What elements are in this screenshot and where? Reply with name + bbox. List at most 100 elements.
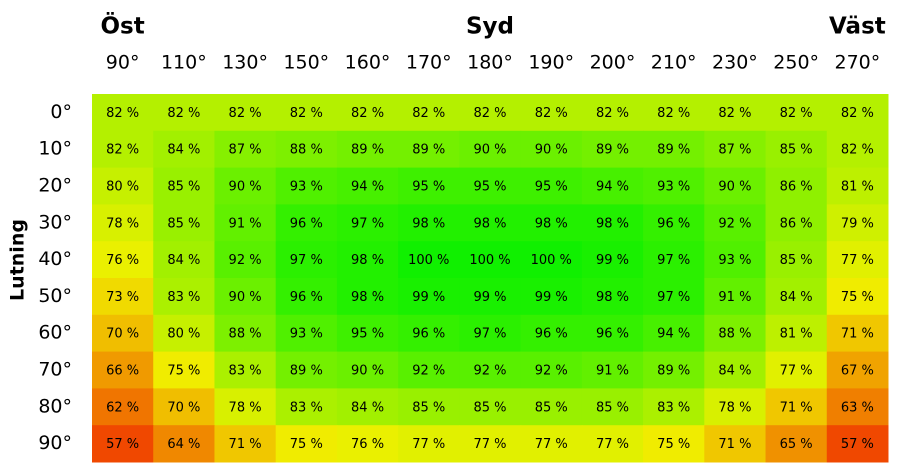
x-tick-label: 230° — [712, 52, 758, 74]
cell — [826, 94, 889, 132]
cell-label: 77 % — [841, 253, 874, 268]
cell-label: 76 % — [106, 253, 139, 268]
cell — [336, 351, 399, 389]
cell — [459, 204, 522, 242]
y-title: Lutning — [7, 219, 29, 301]
cell-label: 95 % — [535, 180, 568, 195]
x-tick-label: 150° — [283, 52, 329, 74]
cell-label: 81 % — [780, 327, 813, 342]
cell — [275, 167, 338, 205]
cell-label: 82 % — [167, 106, 200, 121]
cell-label: 84 % — [167, 143, 200, 158]
cell — [765, 388, 828, 426]
cell — [581, 241, 644, 279]
cell-label: 97 % — [473, 327, 506, 342]
cell — [704, 425, 767, 463]
cell — [275, 314, 338, 353]
cell-label: 65 % — [780, 437, 813, 452]
cell — [643, 314, 705, 353]
cell — [826, 204, 889, 242]
cell-label: 93 % — [290, 327, 323, 342]
cell-label: 82 % — [351, 106, 384, 121]
cell — [336, 314, 399, 353]
cell-label: 95 % — [473, 180, 506, 195]
y-tick-label: 10° — [38, 138, 72, 160]
cell — [153, 241, 215, 279]
cell-label: 88 % — [290, 143, 323, 158]
y-tick-label: 20° — [38, 175, 72, 197]
cell-label: 88 % — [718, 327, 751, 342]
cell-label: 82 % — [718, 106, 751, 121]
cell — [214, 241, 277, 279]
cell — [92, 130, 154, 169]
cell-label: 70 % — [106, 327, 139, 342]
cell-label: 91 % — [596, 364, 629, 379]
cell-label: 71 % — [841, 327, 874, 342]
cell-label: 96 % — [535, 327, 568, 342]
cell — [92, 94, 154, 132]
cell — [92, 167, 154, 205]
annotation: Öst — [100, 12, 144, 40]
cell-label: 90 % — [351, 364, 384, 379]
cell-label: 93 % — [718, 253, 751, 268]
cell-label: 89 % — [351, 143, 384, 158]
x-tick-label: 110° — [161, 52, 207, 74]
cell — [153, 94, 215, 132]
cell-label: 82 % — [106, 106, 139, 121]
cell-label: 85 % — [780, 143, 813, 158]
cell — [92, 314, 154, 353]
cell-label: 89 % — [657, 364, 690, 379]
cell-label: 83 % — [657, 400, 690, 415]
cell-label: 85 % — [473, 400, 506, 415]
cell — [581, 278, 644, 316]
cell — [92, 241, 154, 279]
cell-label: 94 % — [657, 327, 690, 342]
cell — [275, 351, 338, 389]
cell — [92, 351, 154, 389]
cell-label: 85 % — [596, 400, 629, 415]
cell — [520, 167, 583, 205]
cell — [336, 241, 399, 279]
cell — [214, 425, 277, 463]
cell — [765, 167, 828, 205]
cell-label: 90 % — [229, 180, 262, 195]
cell — [336, 94, 399, 132]
cell-label: 73 % — [106, 290, 139, 305]
cell-label: 96 % — [596, 327, 629, 342]
cell-label: 81 % — [841, 180, 874, 195]
cell — [520, 388, 583, 426]
cell — [336, 388, 399, 426]
cell — [520, 204, 583, 242]
cell — [459, 278, 522, 316]
x-tick-label: 190° — [528, 52, 574, 74]
cell-label: 89 % — [290, 364, 323, 379]
cell — [275, 425, 338, 463]
cell-label: 77 % — [596, 437, 629, 452]
x-tick-label: 210° — [651, 52, 697, 74]
cell-label: 99 % — [473, 290, 506, 305]
cell-label: 90 % — [473, 143, 506, 158]
cell — [153, 130, 215, 169]
cell — [153, 204, 215, 242]
cell — [459, 314, 522, 353]
cell — [153, 351, 215, 389]
cell — [704, 204, 767, 242]
cell-label: 82 % — [229, 106, 262, 121]
cell-label: 90 % — [718, 180, 751, 195]
cell — [398, 130, 460, 169]
cell — [398, 167, 460, 205]
y-tick-label: 60° — [38, 322, 72, 344]
cell — [336, 130, 399, 169]
cell-label: 97 % — [290, 253, 323, 268]
cell — [826, 278, 889, 316]
cell — [398, 351, 460, 389]
y-tick-label: 90° — [38, 432, 72, 454]
cell — [275, 94, 338, 132]
x-tick-label: 180° — [467, 52, 513, 74]
cell-label: 98 % — [473, 216, 506, 231]
cell-label: 91 % — [718, 290, 751, 305]
cell — [765, 278, 828, 316]
cell — [153, 278, 215, 316]
